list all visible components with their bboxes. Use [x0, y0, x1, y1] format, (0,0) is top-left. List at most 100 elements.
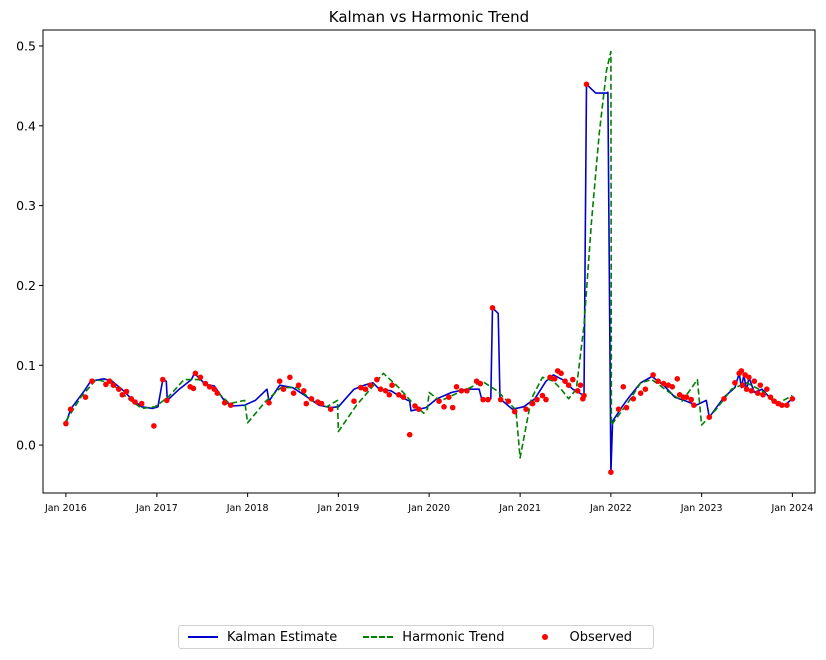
- observed-point: [367, 382, 374, 389]
- observed-point: [683, 394, 690, 401]
- observed-markers: [63, 81, 796, 476]
- observed-point: [650, 372, 656, 378]
- observed-point: [691, 402, 697, 409]
- observed-point: [608, 469, 614, 476]
- observed-point: [287, 374, 293, 381]
- observed-point: [562, 378, 568, 385]
- observed-point: [221, 400, 228, 406]
- observed-point: [110, 382, 117, 389]
- observed-point: [206, 384, 213, 390]
- series-layer: [63, 50, 796, 476]
- x-tick-label: Jan 2018: [226, 503, 269, 514]
- observed-point: [547, 374, 553, 381]
- legend-swatch-dashed-line: [363, 632, 394, 642]
- observed-point: [620, 384, 627, 390]
- observed-point: [449, 404, 456, 411]
- observed-point: [164, 397, 170, 404]
- x-tick-label: Jan 2016: [44, 503, 87, 514]
- observed-point: [755, 390, 761, 397]
- observed-point: [412, 403, 418, 409]
- observed-point: [784, 402, 790, 409]
- observed-point: [276, 378, 283, 385]
- observed-point: [637, 390, 644, 397]
- observed-point: [197, 374, 204, 381]
- observed-point: [489, 305, 496, 311]
- observed-point: [301, 388, 307, 394]
- observed-point: [358, 384, 364, 391]
- observed-point: [574, 388, 581, 394]
- observed-point: [103, 381, 109, 388]
- observed-point: [721, 396, 727, 402]
- observed-point: [290, 390, 297, 397]
- observed-point: [746, 374, 752, 381]
- observed-point: [327, 406, 334, 413]
- observed-point: [529, 400, 536, 407]
- observed-point: [374, 376, 380, 383]
- observed-point: [623, 404, 630, 411]
- observed-point: [764, 386, 770, 393]
- observed-point: [485, 396, 491, 403]
- observed-point: [760, 392, 766, 398]
- observed-point: [190, 385, 197, 392]
- observed-point: [214, 390, 221, 397]
- observed-point: [295, 382, 302, 389]
- observed-point: [743, 386, 750, 393]
- observed-point: [458, 388, 465, 394]
- observed-point: [570, 376, 576, 383]
- x-axis: Jan 2016 Jan 2017 Jan 2018 Jan 2019 Jan 2020…: [44, 493, 813, 514]
- observed-point: [123, 388, 130, 395]
- observed-point: [464, 388, 470, 394]
- observed-point: [82, 394, 89, 401]
- observed-point: [523, 406, 529, 413]
- observed-point: [382, 388, 389, 394]
- observed-point: [116, 386, 122, 393]
- observed-point: [739, 382, 746, 389]
- observed-point: [192, 370, 199, 377]
- observed-point: [362, 386, 369, 393]
- observed-point: [497, 396, 504, 403]
- observed-point: [669, 384, 676, 390]
- observed-point: [400, 394, 407, 401]
- x-tick-label: Jan 2023: [680, 503, 723, 514]
- legend: Kalman Estimate Harmonic Trend Observed: [178, 625, 654, 649]
- legend-swatch-marker: [530, 632, 560, 642]
- observed-point: [577, 382, 584, 389]
- observed-point: [757, 382, 764, 389]
- observed-point: [779, 402, 785, 409]
- legend-item-kalman: Kalman Estimate: [188, 630, 337, 645]
- x-tick-label: Jan 2017: [135, 503, 178, 514]
- observed-point: [128, 396, 135, 402]
- observed-point: [477, 380, 484, 387]
- observed-point: [318, 400, 325, 407]
- observed-point: [227, 402, 234, 409]
- observed-point: [151, 423, 157, 429]
- observed-point: [583, 81, 590, 88]
- observed-point: [308, 396, 315, 402]
- observed-point: [406, 431, 413, 438]
- observed-point: [581, 392, 587, 399]
- observed-point: [396, 392, 402, 398]
- observed-point: [539, 392, 546, 399]
- y-tick-label: 0.0: [16, 438, 36, 453]
- x-tick-label: Jan 2021: [498, 503, 541, 514]
- observed-point: [441, 404, 447, 410]
- legend-item-harmonic: Harmonic Trend: [363, 630, 504, 645]
- observed-point: [655, 378, 661, 385]
- observed-point: [674, 376, 681, 382]
- y-tick-label: 0.3: [16, 198, 36, 213]
- observed-point: [415, 406, 422, 413]
- observed-point: [106, 378, 113, 385]
- observed-point: [202, 380, 209, 387]
- observed-point: [534, 396, 540, 403]
- observed-point: [688, 396, 694, 403]
- observed-point: [748, 388, 755, 394]
- observed-point: [386, 392, 393, 398]
- observed-point: [565, 382, 572, 389]
- plot-frame: [42, 29, 816, 494]
- observed-point: [389, 382, 395, 389]
- legend-label-observed: Observed: [569, 629, 633, 645]
- chart-title: Kalman vs Harmonic Trend: [329, 8, 529, 26]
- y-tick-label: 0.2: [16, 278, 36, 293]
- observed-point: [615, 406, 622, 413]
